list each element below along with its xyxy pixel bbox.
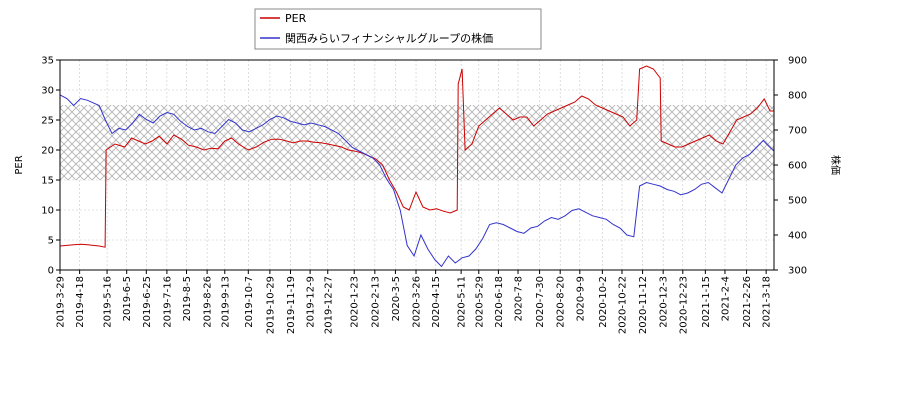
x-tick-label: 2020-7-8 [514, 276, 525, 321]
y-right-tick-label: 700 [788, 126, 807, 137]
x-tick-label: 2020-10-22 [617, 276, 628, 334]
x-tick-label: 2020-4-15 [431, 276, 442, 328]
x-tick-label: 2021-3-18 [762, 276, 773, 328]
legend: PER 関西みらいフィナンシャルグループの株価 [254, 8, 542, 50]
y-right-tick-label: 800 [788, 91, 807, 102]
y-left-tick-label: 5 [48, 236, 54, 247]
x-tick-label: 2021-1-15 [701, 276, 712, 328]
x-tick-label: 2020-12-23 [678, 276, 689, 334]
x-tick-label: 2020-6-18 [494, 276, 505, 328]
x-tick-label: 2020-5-11 [457, 276, 468, 328]
right-axis: 300 400 500 600 700 800 900 [774, 56, 807, 277]
left-axis: 0 5 10 15 20 25 30 35 [41, 56, 60, 277]
x-tick-label: 2019-10-7 [244, 276, 255, 328]
y-right-tick-label: 500 [788, 196, 807, 207]
x-tick-label: 2020-8-20 [556, 276, 567, 328]
x-axis: 2019-3-29 2019-4-18 2019-5-16 2019-6-5 2019-… [56, 270, 773, 334]
x-tick-label: 2019-6-5 [122, 276, 133, 321]
y-left-tick-label: 25 [41, 116, 54, 127]
x-tick-label: 2021-2-26 [742, 276, 753, 328]
x-tick-label: 2020-5-29 [474, 276, 485, 328]
x-tick-label: 2019-10-29 [265, 276, 276, 334]
x-tick-label: 2019-4-18 [75, 276, 86, 328]
x-tick-label: 2020-12-3 [659, 276, 670, 328]
x-tick-label: 2020-2-13 [370, 276, 381, 328]
x-tick-label: 2019-8-26 [203, 276, 214, 328]
x-tick-label: 2019-5-16 [103, 276, 114, 328]
x-tick-label: 2019-6-25 [142, 276, 153, 328]
legend-label-per: PER [285, 12, 307, 25]
x-tick-label: 2019-11-19 [286, 276, 297, 334]
y-left-tick-label: 0 [48, 266, 54, 277]
y-axis-left-label: PER [14, 155, 25, 174]
y-left-tick-label: 20 [41, 146, 54, 157]
x-tick-label: 2020-7-30 [535, 276, 546, 328]
x-tick-label: 2019-12-9 [306, 276, 317, 328]
x-tick-label: 2020-3-26 [412, 276, 423, 328]
series-line-price [60, 94, 774, 268]
y-left-tick-label: 35 [41, 56, 54, 67]
reference-band [60, 105, 774, 180]
series-layer [60, 65, 774, 268]
y-left-tick-label: 15 [41, 176, 54, 187]
x-tick-label: 2020-11-12 [638, 276, 649, 334]
x-tick-label: 2020-10-2 [598, 276, 609, 328]
series-line-per [60, 65, 774, 248]
legend-label-price: 関西みらいフィナンシャルグループの株価 [285, 31, 493, 45]
x-tick-label: 2019-8-5 [182, 276, 193, 321]
band-layer [60, 105, 774, 180]
x-tick-label: 2020-3-5 [391, 276, 402, 321]
y-right-tick-label: 600 [788, 161, 807, 172]
y-right-tick-label: 300 [788, 266, 807, 277]
x-tick-label: 2021-2-4 [720, 276, 731, 321]
y-left-tick-label: 10 [41, 206, 54, 217]
y-right-tick-label: 900 [788, 56, 807, 67]
x-tick-label: 2019-9-13 [220, 276, 231, 328]
x-tick-label: 2020-1-23 [350, 276, 361, 328]
x-tick-label: 2020-9-9 [575, 276, 586, 321]
x-tick-label: 2019-3-29 [56, 276, 67, 328]
y-right-tick-label: 400 [788, 231, 807, 242]
legend-box [254, 8, 542, 50]
x-tick-label: 2019-7-16 [162, 276, 173, 328]
x-tick-label: 2019-12-27 [323, 276, 334, 334]
y-left-tick-label: 30 [41, 86, 54, 97]
y-axis-right-label: 株価 [829, 155, 842, 175]
